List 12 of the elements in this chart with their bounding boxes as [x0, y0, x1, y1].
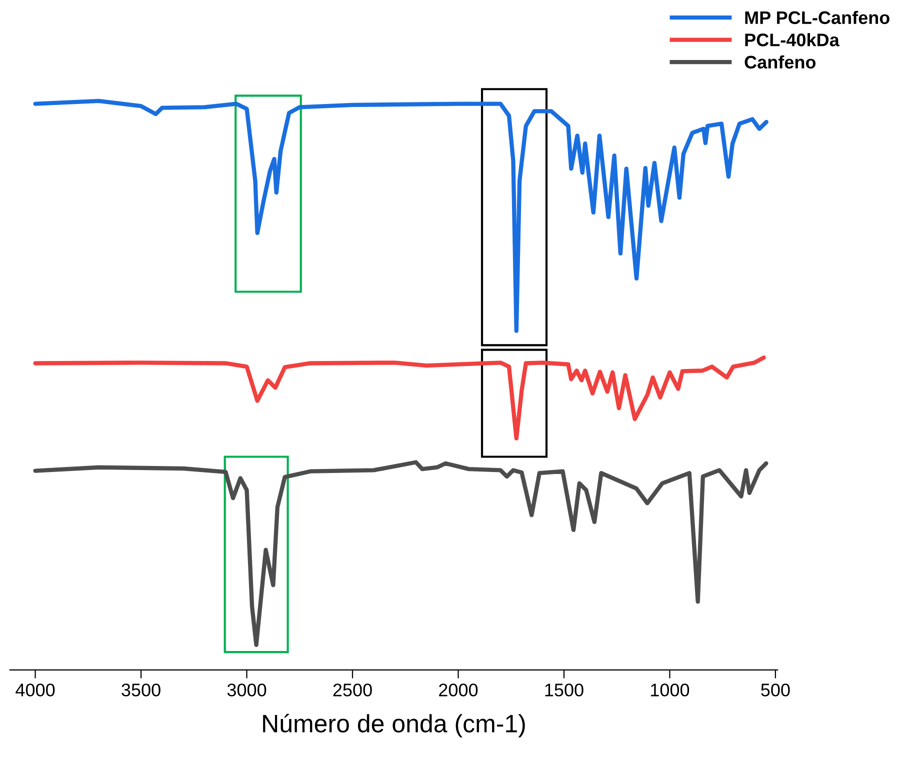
legend-label: PCL-40kDa [745, 33, 840, 46]
x-axis-title: Número de onda (cm-1) [263, 714, 525, 738]
x-tick-label: 4000 [16, 684, 55, 696]
x-tick-label: 500 [761, 684, 790, 696]
x-tick-label: 1000 [651, 684, 690, 696]
x-tick-label: 1500 [545, 684, 584, 696]
x-tick-label: 2500 [333, 684, 372, 696]
x-tick-label: 3500 [122, 684, 160, 696]
x-tick-label: 2000 [439, 684, 478, 696]
legend-label: Canfeno [744, 55, 816, 69]
x-tick-label: 3000 [227, 684, 266, 696]
legend-label: MP PCL-Canfeno [745, 10, 890, 24]
